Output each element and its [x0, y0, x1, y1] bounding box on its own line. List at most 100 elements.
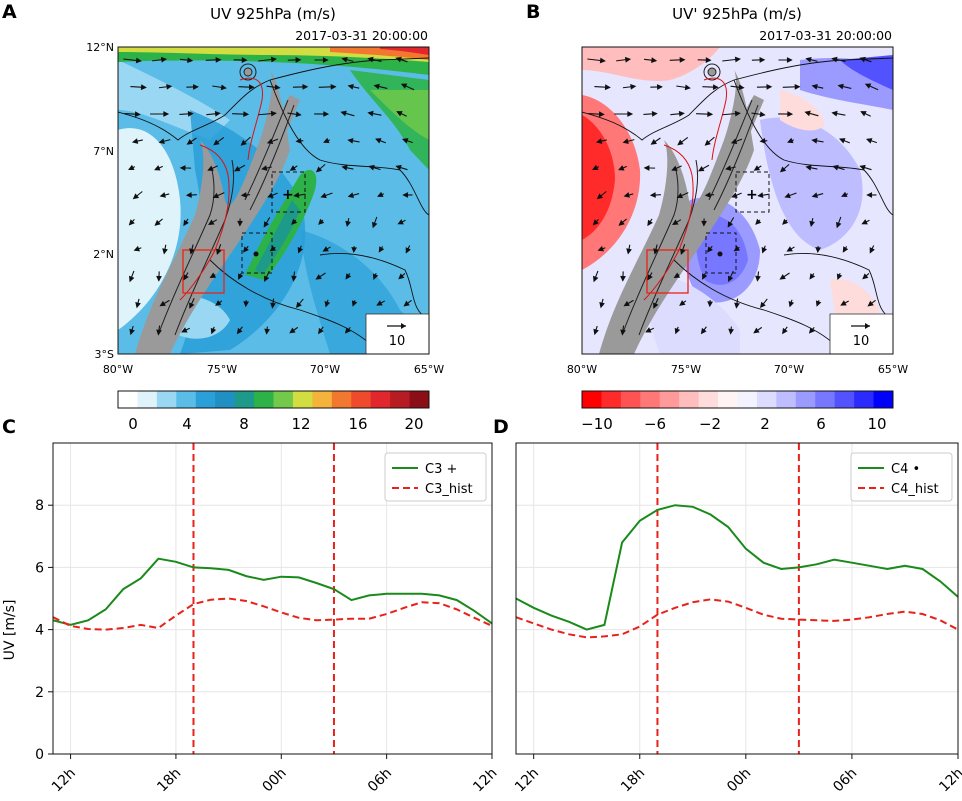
wind-vector-head — [128, 164, 135, 170]
wind-vector-head — [618, 165, 625, 171]
wind-vector-head — [811, 192, 819, 198]
colorbar-tick: 10 — [867, 415, 886, 433]
panel-b-reference-box — [829, 313, 893, 354]
colorbar-swatch — [118, 391, 138, 408]
wind-vector-head — [869, 247, 875, 254]
wind-vector-head — [734, 110, 741, 117]
wind-vector-head — [208, 219, 215, 225]
wind-vector-head — [832, 164, 839, 171]
wind-vector-head — [347, 192, 355, 198]
y-tick-label: 2 — [35, 685, 44, 701]
panel-a-reference-box — [365, 313, 429, 354]
wind-vector-head — [243, 111, 250, 118]
wind-vector-head — [238, 273, 244, 280]
wind-vector-head — [866, 192, 873, 198]
wind-vector-head — [241, 57, 248, 63]
wind-vector-head — [402, 192, 409, 198]
colorbar-swatch — [659, 391, 680, 408]
wind-vector-head — [400, 83, 408, 89]
wind-vector-head — [264, 275, 270, 283]
lon-tick: 75°W — [671, 363, 701, 376]
wind-vector-head — [209, 272, 217, 278]
wind-vector-head — [864, 83, 872, 89]
wind-vector-head — [274, 84, 281, 91]
wind-vector-head — [395, 56, 402, 63]
wind-vector-head — [862, 273, 869, 280]
wind-vector-head — [214, 110, 221, 117]
colorbar-swatch — [312, 391, 333, 408]
wind-vector-head — [679, 300, 686, 306]
wind-vector-head — [295, 137, 302, 144]
legend-label: C3_hist — [425, 482, 473, 497]
wind-vector-head — [341, 164, 348, 171]
wind-vector-head — [645, 327, 652, 333]
wind-vector-head — [162, 248, 168, 255]
wind-vector-head — [156, 329, 162, 336]
wind-vector-head — [270, 56, 277, 63]
y-tick-label: 0 — [35, 747, 44, 763]
wind-vector-head — [679, 57, 686, 63]
wind-vector-head — [811, 137, 818, 144]
wind-vector-head — [815, 300, 822, 307]
colorbar-swatch — [390, 391, 411, 408]
series-line-c3- — [52, 557, 493, 626]
wind-vector-head — [163, 111, 170, 117]
wind-vector-head — [270, 302, 276, 309]
wind-vector-head — [866, 138, 873, 144]
colorbar-swatch — [815, 391, 836, 408]
wind-vector-head — [678, 110, 685, 117]
wind-vector-head — [128, 275, 135, 283]
panel-b-title: UV' 925hPa (m/s) — [672, 5, 802, 23]
wind-vector-head — [397, 219, 404, 225]
wind-vector-head — [624, 56, 632, 63]
wind-vector-head — [347, 83, 354, 90]
lon-tick: 65°W — [878, 363, 908, 376]
wind-vector-head — [804, 110, 811, 117]
lat-tick: 3°S — [95, 348, 114, 361]
x-tick-label: 12h — [470, 765, 500, 795]
colorbar-swatch — [215, 391, 236, 408]
wind-vector-head — [183, 274, 189, 281]
wind-vector-head — [154, 165, 161, 171]
wind-vector-head — [738, 84, 745, 91]
wind-vector-head — [291, 275, 297, 282]
colorbar-tick: 0 — [128, 415, 138, 433]
colorbar-swatch — [254, 391, 274, 408]
wind-vector-head — [133, 245, 140, 252]
wind-vector-head — [653, 302, 659, 309]
wind-vector-head — [367, 56, 374, 63]
wind-vector-head — [650, 139, 657, 145]
wind-vector-head — [181, 327, 188, 333]
colorbar-swatch — [640, 391, 661, 408]
colorbar-swatch — [718, 391, 738, 408]
wind-vector-head — [592, 275, 599, 283]
wind-vector-head — [604, 84, 611, 91]
wind-vector-head — [344, 327, 351, 334]
wind-vector-head — [140, 84, 147, 91]
wind-vector-head — [295, 301, 302, 309]
colorbar-swatch — [776, 391, 797, 408]
wind-vector-head — [592, 219, 599, 226]
wind-vector-head — [297, 247, 304, 254]
wind-vector-head — [657, 84, 663, 90]
map-b: + — [582, 47, 893, 354]
wind-vector-head — [372, 273, 379, 280]
wind-vector-head — [766, 84, 773, 90]
colorbar-swatch — [156, 391, 177, 408]
wind-vector-head — [728, 328, 734, 335]
wind-vector-head — [859, 56, 866, 63]
wind-vector-head — [620, 329, 626, 336]
wind-vector-head — [712, 84, 719, 91]
wind-vector-head — [815, 247, 822, 254]
panel-a-letter: A — [2, 1, 17, 23]
colorbar-swatch — [273, 391, 294, 408]
wind-vector-head — [647, 274, 653, 281]
wind-vector-head — [647, 219, 653, 227]
wind-vector-head — [345, 273, 352, 280]
wind-vector-head — [377, 191, 384, 198]
wind-vector-head — [185, 192, 192, 198]
y-tick-label: 6 — [35, 560, 44, 576]
wind-vector-head — [755, 275, 761, 282]
lon-tick: 80°W — [103, 363, 133, 376]
